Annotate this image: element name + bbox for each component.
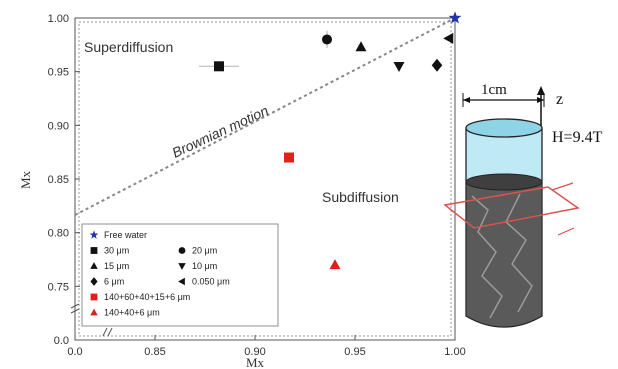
legend-label-20-m: 20 μm <box>192 246 217 256</box>
legend-marker-10-m <box>178 263 186 270</box>
legend-marker-30-m <box>90 247 98 254</box>
plot-frame-dotted-border <box>78 21 452 337</box>
legend-label-30-m: 30 μm <box>104 246 129 256</box>
legend-marker-0-050-m <box>178 277 185 286</box>
sample-top-surface <box>465 173 543 191</box>
cylinder-top <box>465 118 543 138</box>
x-tick-label-1-00: 1.00 <box>444 346 465 358</box>
imaging-slice <box>443 186 580 229</box>
sample-packing <box>465 181 543 328</box>
legend-label-10-m: 10 μm <box>192 261 217 271</box>
legend-label-140-40-6-m: 140+40+6 μm <box>104 308 160 318</box>
x-tick-label-0-95: 0.95 <box>344 346 365 358</box>
scale-arrow-left-head <box>463 97 470 103</box>
point-10-m <box>393 62 405 73</box>
field-label: H=9.4T <box>552 129 603 146</box>
point-30-m <box>214 61 224 72</box>
y-tick-label-0-0: 0.0 <box>54 335 69 347</box>
x-axis-label: Mx <box>246 355 265 369</box>
y-axis-break-mark <box>70 303 80 314</box>
axis-breaks <box>70 303 113 337</box>
error-bars <box>199 30 328 67</box>
y-tick-label-0-95: 0.95 <box>48 67 69 79</box>
point-140-60-40-15-6-m <box>284 152 294 163</box>
legend-marker-140-60-40-15-6-m <box>90 293 98 301</box>
superdiffusion-label: Superdiffusion <box>84 39 173 55</box>
legend-marker-140-40-6-m <box>90 308 98 316</box>
legend-label-0-050-m: 0.050 μm <box>192 277 230 287</box>
z-axis-label: z <box>556 91 563 108</box>
legend-marker-15-m <box>90 262 98 269</box>
y-tick-label-1-00: 1.00 <box>48 13 69 25</box>
y-tick-label-0-85: 0.85 <box>48 174 69 186</box>
legend-label-15-m: 15 μm <box>104 261 129 271</box>
legend-box <box>81 223 279 327</box>
legend-marker-20-m <box>178 247 186 254</box>
sample-texture <box>471 193 533 319</box>
legend-label-140-60-40-15-6-m: 140+60+40+15+6 μm <box>104 292 190 302</box>
axis-ticks: 0.0 0.85 0.90 0.95 1.00 0.0 0.75 0.80 0.85 0.90 0.… <box>48 13 466 358</box>
point-20-m <box>322 34 332 45</box>
x-tick-label-0-90: 0.90 <box>244 346 265 358</box>
point-15-m <box>355 41 367 52</box>
y-tick-label-0-90: 0.90 <box>48 120 69 132</box>
point-140-40-6-m <box>329 259 341 270</box>
y-tick-label-0-75: 0.75 <box>48 281 69 293</box>
legend-label-6-m: 6 μm <box>104 277 124 287</box>
subdiffusion-label: Subdiffusion <box>322 189 399 205</box>
legend-marker-free-water <box>89 230 99 239</box>
x-tick-label-0-85: 0.85 <box>144 346 165 358</box>
legend-marker-6-m <box>90 277 98 286</box>
slice-arrow-bottom <box>557 227 575 236</box>
brownian-diagonal-line <box>74 17 456 216</box>
data-markers <box>214 11 462 270</box>
slice-arrow-top <box>551 182 574 191</box>
x-tick-label-0-0: 0.0 <box>67 346 82 358</box>
plot-area: 0.0 0.85 0.90 0.95 1.00 0.0 0.75 0.80 0.85 0.90 0.… <box>48 11 466 358</box>
diagonal-label: Brownian motion <box>170 102 271 161</box>
legend: Free water 30 μm 20 μm 15 μm 10 μm 6 μm 0.050 … <box>81 223 279 327</box>
point-free-water <box>448 11 462 24</box>
z-axis-arrowhead <box>537 86 545 95</box>
point-0-050-m <box>443 32 454 44</box>
legend-label-free-water: Free water <box>104 230 147 240</box>
sample-illustration: 1cm z H=9.4T <box>443 82 603 328</box>
x-axis-break-mark <box>102 327 113 337</box>
scale-label: 1cm <box>481 82 507 98</box>
y-tick-label-0-80: 0.80 <box>48 228 69 240</box>
point-6-m <box>431 58 443 72</box>
y-axis-label: Mx <box>18 170 33 189</box>
